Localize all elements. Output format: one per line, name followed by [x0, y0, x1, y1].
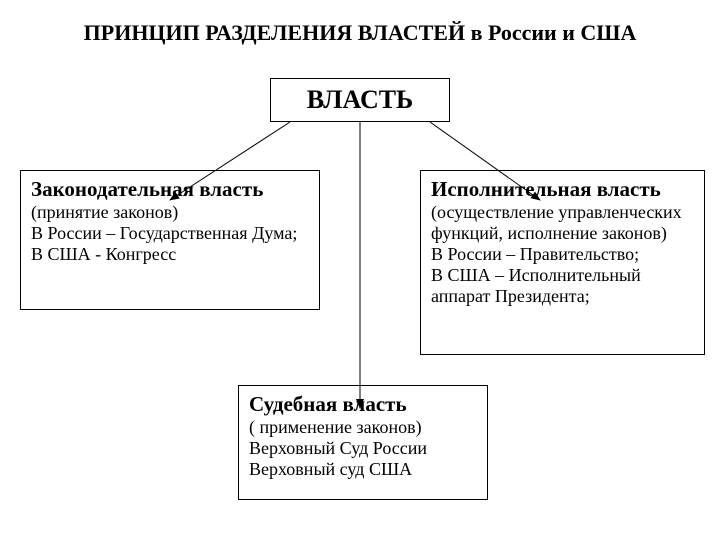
title-text: ПРИНЦИП РАЗДЕЛЕНИЯ ВЛАСТЕЙ в России и СШ… — [84, 20, 637, 45]
legislative-node: Законодательная власть (принятие законов… — [20, 170, 320, 310]
legislative-title: Законодательная власть — [31, 177, 309, 202]
executive-title: Исполнительная власть — [431, 177, 694, 202]
judicial-node: Судебная власть ( применение законов) Ве… — [238, 385, 488, 500]
root-label: ВЛАСТЬ — [281, 85, 439, 115]
diagram-title: ПРИНЦИП РАЗДЕЛЕНИЯ ВЛАСТЕЙ в России и СШ… — [0, 20, 720, 46]
judicial-body: ( применение законов) Верховный Суд Росс… — [249, 417, 477, 480]
legislative-body: (принятие законов) В России – Государств… — [31, 202, 309, 265]
executive-node: Исполнительная власть (осуществление упр… — [420, 170, 705, 355]
executive-body: (осуществление управленческих функций, и… — [431, 202, 694, 307]
judicial-title: Судебная власть — [249, 392, 477, 417]
root-node: ВЛАСТЬ — [270, 78, 450, 122]
